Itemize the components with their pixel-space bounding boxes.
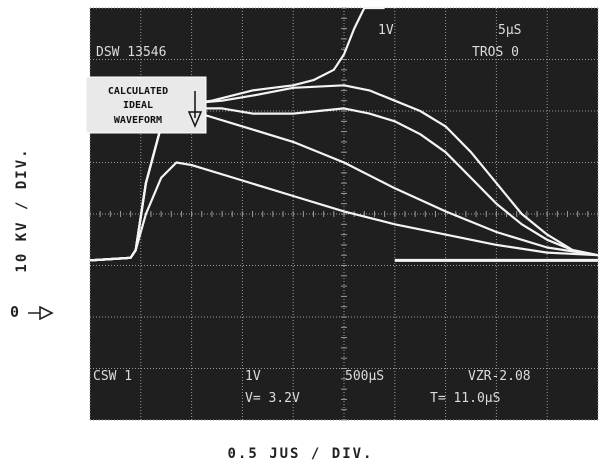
readout-bottom-volts: 1V: [245, 369, 261, 384]
readout-bottom-v: V= 3.2V: [245, 391, 300, 406]
callout-box: CALCULATED IDEAL WAVEFORM: [85, 76, 207, 134]
y-axis-label: 10 KV / DIV.: [14, 147, 30, 273]
zero-label: 0: [10, 303, 20, 321]
readout-top-time: 5μS: [498, 23, 521, 38]
readout-bottom-t: T= 11.0μS: [430, 391, 500, 406]
readout-bottom-right: VZR-2.08: [468, 369, 531, 384]
readout-bottom-left: CSW 1: [93, 369, 132, 384]
screen-readouts: DSW 13546 1V 5μS TROS 0 CSW 1 1V 500μS V…: [93, 23, 531, 406]
x-axis-label: 0.5 JUS / DIV.: [227, 446, 374, 462]
callout-background: [85, 76, 207, 134]
readout-top-trig: TROS 0: [472, 45, 519, 60]
graticule: [89, 7, 599, 421]
callout-line-3: WAVEFORM: [114, 115, 162, 126]
callout-line-2: IDEAL: [123, 100, 153, 111]
readout-top-left: DSW 13546: [96, 45, 166, 60]
zero-arrow-icon: [28, 306, 54, 320]
readout-top-channel: 1V: [378, 23, 394, 38]
callout-down-arrow-icon: [187, 91, 203, 128]
trace-layer: [89, 6, 599, 262]
trace-4: [89, 109, 599, 262]
readout-bottom-time: 500μS: [345, 369, 384, 384]
callout-line-1: CALCULATED: [108, 86, 168, 97]
trace-5: [89, 161, 599, 262]
